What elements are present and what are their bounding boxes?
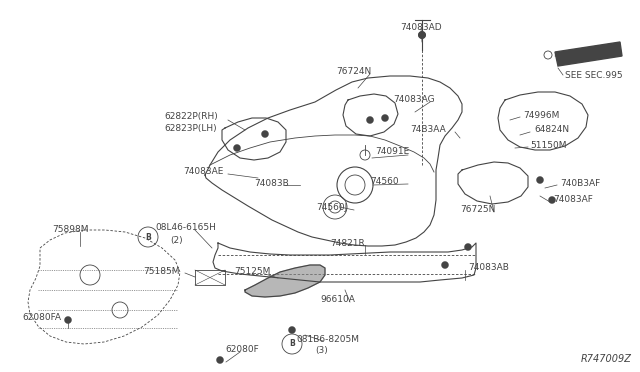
- Text: 74091E: 74091E: [375, 148, 409, 157]
- Text: 74B3AA: 74B3AA: [410, 125, 445, 135]
- Text: 08L46-6165H: 08L46-6165H: [155, 224, 216, 232]
- Circle shape: [381, 115, 388, 122]
- Text: 74560: 74560: [370, 177, 399, 186]
- Circle shape: [216, 356, 223, 363]
- Text: 62823P(LH): 62823P(LH): [164, 124, 216, 132]
- Text: R747009Z: R747009Z: [581, 354, 632, 364]
- Text: 62080FA: 62080FA: [22, 312, 61, 321]
- Text: (3): (3): [315, 346, 328, 356]
- Text: 74083AD: 74083AD: [400, 23, 442, 32]
- Circle shape: [419, 32, 426, 38]
- Text: 74597X: 74597X: [575, 51, 610, 60]
- Circle shape: [465, 244, 472, 250]
- Text: 75898M: 75898M: [52, 225, 88, 234]
- Polygon shape: [555, 42, 622, 66]
- Text: (2): (2): [170, 237, 182, 246]
- Text: 081B6-8205M: 081B6-8205M: [296, 334, 359, 343]
- Text: 76725N: 76725N: [460, 205, 495, 215]
- Text: SEE SEC.995: SEE SEC.995: [565, 71, 623, 80]
- Text: 74083B: 74083B: [254, 179, 289, 187]
- Text: 74083AB: 74083AB: [468, 263, 509, 273]
- Circle shape: [234, 144, 241, 151]
- Text: 740B3AF: 740B3AF: [560, 179, 600, 187]
- Text: B: B: [145, 232, 151, 241]
- Text: 74821R: 74821R: [330, 238, 365, 247]
- Circle shape: [289, 327, 296, 334]
- Text: 64824N: 64824N: [534, 125, 569, 135]
- Text: 74083AE: 74083AE: [183, 167, 223, 176]
- Text: 74083AG: 74083AG: [393, 96, 435, 105]
- Circle shape: [418, 31, 426, 39]
- Text: 76724N: 76724N: [336, 67, 371, 77]
- Circle shape: [536, 176, 543, 183]
- Text: 74996M: 74996M: [523, 110, 559, 119]
- Text: B: B: [289, 340, 295, 349]
- Text: 96610A: 96610A: [320, 295, 355, 305]
- Polygon shape: [245, 265, 325, 297]
- Circle shape: [65, 317, 72, 324]
- Circle shape: [262, 131, 269, 138]
- Circle shape: [442, 262, 449, 269]
- Text: 74083AF: 74083AF: [553, 196, 593, 205]
- Text: 75185M: 75185M: [143, 266, 179, 276]
- Text: 62080F: 62080F: [225, 346, 259, 355]
- Text: 75125M: 75125M: [234, 267, 270, 276]
- Text: 74560J: 74560J: [316, 203, 348, 212]
- Circle shape: [548, 196, 556, 203]
- Text: 62822P(RH): 62822P(RH): [164, 112, 218, 121]
- Circle shape: [367, 116, 374, 124]
- Text: 51150M: 51150M: [530, 141, 566, 150]
